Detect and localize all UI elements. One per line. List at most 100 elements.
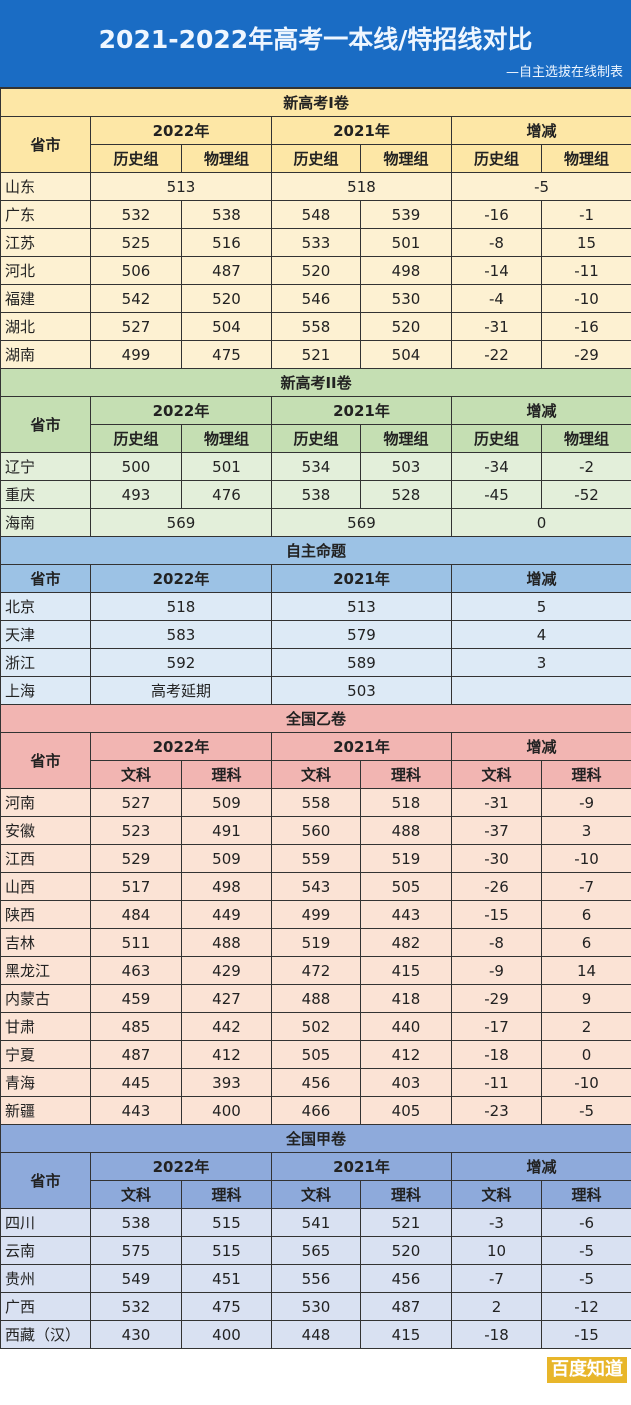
- province-cell: 河北: [0, 256, 91, 285]
- value-cell: 459: [90, 984, 182, 1013]
- year-header-row: 省市 2022年 2021年 增减: [0, 1152, 631, 1209]
- value-cell: -23: [451, 1096, 542, 1125]
- value-cell: -16: [451, 200, 542, 229]
- value-cell: 542: [90, 284, 182, 313]
- value-cell: -4: [451, 284, 542, 313]
- value-cell: 463: [90, 956, 182, 985]
- value-cell: 560: [271, 816, 361, 845]
- year-column-header: 2021年: [271, 396, 452, 425]
- value-cell: 527: [90, 788, 182, 817]
- subcolumn-header: 理科: [540, 1180, 631, 1209]
- table-row: 湖北 527 504 558 520 -31 -16: [0, 312, 631, 341]
- value-cell: -34: [451, 452, 542, 481]
- subcolumn-header: 历史组: [90, 144, 182, 173]
- value-cell: 538: [271, 480, 361, 509]
- section-title: 新高考II卷: [0, 368, 631, 397]
- value-cell: 429: [181, 956, 272, 985]
- value-cell: -11: [540, 256, 631, 285]
- value-cell: 484: [90, 900, 182, 929]
- year-column-header: 2021年: [271, 732, 452, 761]
- value-cell: 400: [181, 1320, 272, 1349]
- value-cell: 503: [271, 676, 452, 705]
- year-column-header: 2022年: [90, 1152, 272, 1181]
- value-cell: 503: [360, 452, 452, 481]
- value-cell: -16: [540, 312, 631, 341]
- value-cell: 520: [360, 312, 452, 341]
- table-row: 广东 532 538 548 539 -16 -1: [0, 200, 631, 229]
- subcolumn-header-row: 文科 理科 文科 理科 文科 理科: [1, 1180, 631, 1209]
- value-cell: 443: [360, 900, 452, 929]
- subcolumn-header: 历史组: [90, 424, 182, 453]
- section-header-row: 全国乙卷: [0, 704, 631, 733]
- value-cell: -52: [540, 480, 631, 509]
- table-row: 四川 538 515 541 521 -3 -6: [0, 1208, 631, 1237]
- subcolumn-header-row: 文科 理科 文科 理科 文科 理科: [1, 760, 631, 789]
- subcolumn-header-row: 历史组 物理组 历史组 物理组 历史组 物理组: [1, 424, 631, 453]
- subcolumn-header: 历史组: [451, 144, 542, 173]
- province-cell: 山东: [0, 172, 91, 201]
- value-cell: 400: [181, 1096, 272, 1125]
- subcolumn-header: 历史组: [451, 424, 542, 453]
- value-cell: 5: [450, 592, 631, 621]
- subcolumn-header: 文科: [451, 760, 542, 789]
- value-cell: 556: [271, 1264, 361, 1293]
- table-row: 福建 542 520 546 530 -4 -10: [0, 284, 631, 313]
- subcolumn-header: 理科: [181, 760, 272, 789]
- watermark-badge: 百度知道: [547, 1357, 627, 1383]
- province-cell: 海南: [0, 508, 91, 537]
- section-header-row: 全国甲卷: [0, 1124, 631, 1153]
- value-cell: -10: [540, 284, 631, 313]
- value-cell: 519: [271, 928, 361, 957]
- table-row: 上海 高考延期 503: [0, 676, 631, 705]
- table-row: 甘肃 485 442 502 440 -17 2: [0, 1012, 631, 1041]
- value-cell: -3: [451, 1208, 542, 1237]
- year-column-header: 增减: [450, 116, 631, 145]
- subcolumn-header: 物理组: [540, 144, 631, 173]
- value-cell: 456: [271, 1068, 361, 1097]
- subcolumn-header: 历史组: [271, 424, 361, 453]
- table-row: 陕西 484 449 499 443 -15 6: [0, 900, 631, 929]
- value-cell: 516: [181, 228, 272, 257]
- year-header-row: 省市 2022年 2021年 增减: [0, 564, 631, 593]
- table-row: 天津 583 579 4: [0, 620, 631, 649]
- table-row: 西藏（汉） 430 400 448 415 -18 -15: [0, 1320, 631, 1349]
- value-cell: 559: [271, 844, 361, 873]
- value-cell: -29: [540, 340, 631, 369]
- value-cell: 9: [540, 984, 631, 1013]
- province-cell: 广东: [0, 200, 91, 229]
- province-column-header: 省市: [0, 1152, 91, 1209]
- value-cell: 488: [181, 928, 272, 957]
- province-cell: 内蒙古: [0, 984, 91, 1013]
- value-cell: 525: [90, 228, 182, 257]
- value-cell: 2: [540, 1012, 631, 1041]
- value-cell: 534: [271, 452, 361, 481]
- value-cell: 487: [90, 1040, 182, 1069]
- value-cell: -18: [451, 1320, 542, 1349]
- subcolumn-header: 文科: [90, 1180, 182, 1209]
- value-cell: -1: [540, 200, 631, 229]
- value-cell: 443: [90, 1096, 182, 1125]
- province-column-header: 省市: [0, 116, 91, 173]
- table-row: 重庆 493 476 538 528 -45 -52: [0, 480, 631, 509]
- table-row: 新疆 443 400 466 405 -23 -5: [0, 1096, 631, 1125]
- value-cell: 456: [360, 1264, 452, 1293]
- value-cell: -37: [451, 816, 542, 845]
- year-column-header: 2021年: [271, 1152, 452, 1181]
- value-cell: 511: [90, 928, 182, 957]
- province-cell: 云南: [0, 1236, 91, 1265]
- table-row: 河北 506 487 520 498 -14 -11: [0, 256, 631, 285]
- year-column-header: 增减: [450, 564, 631, 593]
- value-cell: 0: [450, 508, 631, 537]
- value-cell: 589: [271, 648, 452, 677]
- year-column-header: 2021年: [271, 116, 452, 145]
- value-cell: -31: [451, 788, 542, 817]
- value-cell: 482: [360, 928, 452, 957]
- value-cell: -31: [451, 312, 542, 341]
- subcolumn-header: 文科: [451, 1180, 542, 1209]
- province-cell: 福建: [0, 284, 91, 313]
- province-cell: 宁夏: [0, 1040, 91, 1069]
- year-header-row: 省市 2022年 2021年 增减: [0, 732, 631, 789]
- value-cell: -14: [451, 256, 542, 285]
- value-cell: 530: [360, 284, 452, 313]
- province-cell: 广西: [0, 1292, 91, 1321]
